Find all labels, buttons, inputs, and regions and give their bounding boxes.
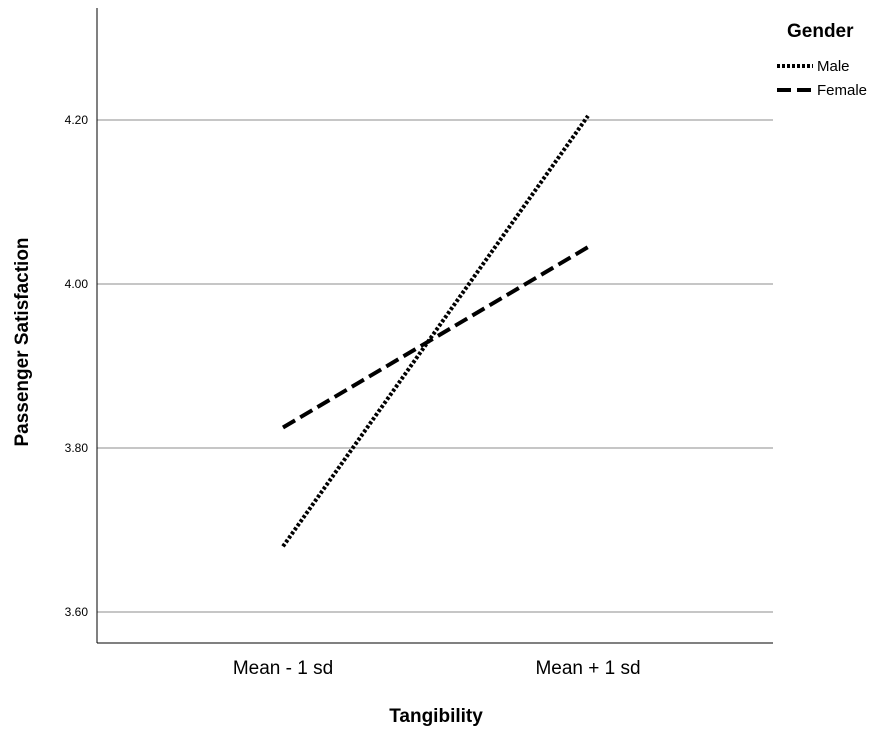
series-line-female bbox=[281, 245, 590, 430]
legend-title: Gender bbox=[787, 21, 854, 42]
gridlines bbox=[97, 119, 773, 613]
series-line-male bbox=[281, 114, 590, 548]
x-axis-title: Tangibility bbox=[389, 706, 483, 727]
y-tick-label: 3.80 bbox=[65, 441, 89, 455]
y-axis-title: Passenger Satisfaction bbox=[12, 237, 33, 446]
x-category-labels: Mean - 1 sd Mean + 1 sd bbox=[233, 658, 641, 679]
x-category-label: Mean - 1 sd bbox=[233, 658, 333, 679]
legend-label-male: Male bbox=[817, 58, 850, 75]
legend: Gender Male Female bbox=[777, 21, 867, 99]
series-lines bbox=[281, 114, 590, 548]
y-tick-labels: 3.60 3.80 4.00 4.20 bbox=[65, 113, 89, 619]
y-tick-label: 3.60 bbox=[65, 605, 89, 619]
legend-label-female: Female bbox=[817, 82, 867, 99]
y-tick-label: 4.20 bbox=[65, 113, 89, 127]
y-tick-label: 4.00 bbox=[65, 277, 89, 291]
x-category-label: Mean + 1 sd bbox=[535, 658, 640, 679]
